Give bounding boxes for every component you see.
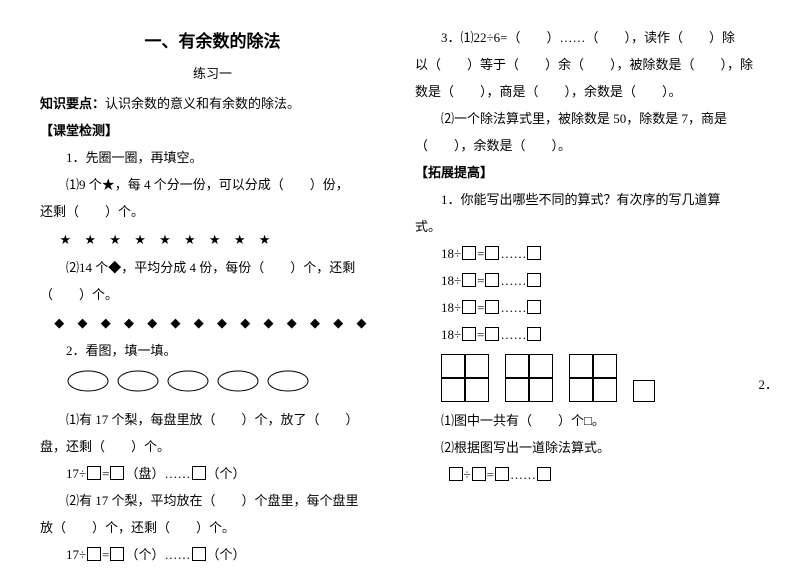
eq18b: = <box>477 246 484 261</box>
blank-box <box>527 327 541 341</box>
knowledge-line: 知识要点：认识余数的意义和有余数的除法。 <box>40 91 385 117</box>
q1-2b: （ ）个。 <box>40 282 385 308</box>
knowledge-text: 认识余数的意义和有余数的除法。 <box>105 96 300 111</box>
grid-2x2 <box>505 354 553 402</box>
grids-row <box>441 354 760 402</box>
q3: 3．⑴22÷6=（ ）……（ ），读作（ ）除 <box>415 25 760 51</box>
eq1: 17÷ = （盘）…… （个） <box>40 461 385 487</box>
grid-2x2 <box>569 354 617 402</box>
eqf: ÷ = …… <box>415 462 760 488</box>
q3c: 数是（ ），商是（ ），余数是（ ）。 <box>415 79 760 105</box>
e1: 1．你能写出哪些不同的算式？有次序的写几道算 <box>415 187 760 213</box>
blank-box <box>527 300 541 314</box>
q3b: 以（ ）等于（ ）余（ ），被除数是（ ），除 <box>415 52 760 78</box>
q3-2b: （ ），余数是（ ）。 <box>415 133 760 159</box>
q2-2: ⑵有 17 个梨，平均放在（ ）个盘里，每个盘里 <box>40 488 385 514</box>
eqfb: = <box>487 467 494 482</box>
ovals-row <box>66 368 385 403</box>
eqfa: ÷ <box>464 467 471 482</box>
eq2d: （个） <box>207 547 246 562</box>
blank-box <box>110 466 124 480</box>
eq1b: = <box>102 466 109 481</box>
eq18b: = <box>477 327 484 342</box>
eq18c: …… <box>500 300 526 315</box>
small-square <box>633 380 655 402</box>
eq18-3: 18÷ = …… <box>415 295 760 321</box>
eq18b: = <box>477 273 484 288</box>
knowledge-label: 知识要点： <box>40 96 105 111</box>
q2-2b: 放（ ）个，还剩（ ）个。 <box>40 515 385 541</box>
eq18a: 18÷ <box>441 300 461 315</box>
left-column: 一、有余数的除法 练习一 知识要点：认识余数的意义和有余数的除法。 【课堂检测】… <box>40 25 385 542</box>
blank-box <box>485 300 499 314</box>
blank-box <box>485 327 499 341</box>
blank-box <box>462 273 476 287</box>
right-column: 3．⑴22÷6=（ ）……（ ），读作（ ）除 以（ ）等于（ ）余（ ），被除… <box>415 25 760 542</box>
eq18c: …… <box>500 246 526 261</box>
eq18-4: 18÷ = …… <box>415 322 760 348</box>
eq1c: （盘）…… <box>125 466 190 481</box>
stars-row: ★ ★ ★ ★ ★ ★ ★ ★ ★ <box>60 227 386 253</box>
blank-box <box>472 467 486 481</box>
blank-box <box>87 466 101 480</box>
blank-box <box>462 246 476 260</box>
eq18b: = <box>477 300 484 315</box>
practice-subtitle: 练习一 <box>40 61 385 87</box>
blank-box <box>527 273 541 287</box>
blank-box <box>485 273 499 287</box>
q1-2: ⑵14 个◆，平均分成 4 份，每份（ ）个，还剩 <box>40 255 385 281</box>
eq18c: …… <box>500 273 526 288</box>
eq1a: 17÷ <box>66 466 86 481</box>
eq2b: = <box>102 547 109 562</box>
e2-1: ⑴图中一共有（ ）个□。 <box>415 408 760 434</box>
blank-box <box>462 327 476 341</box>
blank-box <box>462 300 476 314</box>
chapter-title: 一、有余数的除法 <box>40 25 385 59</box>
q2-1b: 盘，还剩（ ）个。 <box>40 434 385 460</box>
eq18a: 18÷ <box>441 273 461 288</box>
q2: 2．看图，填一填。 <box>40 338 385 364</box>
q2-1: ⑴有 17 个梨，每盘里放（ ）个，放了（ ） <box>40 407 385 433</box>
blank-box <box>527 246 541 260</box>
eq1d: （个） <box>207 466 246 481</box>
e1b: 式。 <box>415 214 760 240</box>
eq2c: （个）…… <box>125 547 190 562</box>
section-test: 【课堂检测】 <box>40 118 385 144</box>
eq2a: 17÷ <box>66 547 86 562</box>
diamonds-row: ◆ ◆ ◆ ◆ ◆ ◆ ◆ ◆ ◆ ◆ ◆ ◆ ◆ ◆ <box>54 310 385 336</box>
blank-box <box>192 547 206 561</box>
eq18a: 18÷ <box>441 246 461 261</box>
eq2: 17÷ = （个）…… （个） <box>40 542 385 568</box>
grids-wrap: 2． <box>415 354 760 402</box>
q1-1: ⑴9 个★，每 4 个分一份，可以分成（ ）份， <box>40 172 385 198</box>
blank-box <box>485 246 499 260</box>
blank-box <box>537 467 551 481</box>
blank-box <box>192 466 206 480</box>
e2-label: 2． <box>758 372 778 398</box>
grid-2x2 <box>441 354 489 402</box>
eqfc: …… <box>510 467 536 482</box>
blank-box <box>110 547 124 561</box>
blank-box <box>449 467 463 481</box>
blank-box <box>87 547 101 561</box>
q3-2: ⑵一个除法算式里，被除数是 50，除数是 7，商是 <box>415 106 760 132</box>
blank-box <box>495 467 509 481</box>
ovals-svg <box>66 368 326 394</box>
q1: 1．先圈一圈，再填空。 <box>40 145 385 171</box>
eq18a: 18÷ <box>441 327 461 342</box>
eq18-2: 18÷ = …… <box>415 268 760 294</box>
eq18-1: 18÷ = …… <box>415 241 760 267</box>
q1-1b: 还剩（ ）个。 <box>40 199 385 225</box>
eq18c: …… <box>500 327 526 342</box>
e2-2: ⑵根据图写出一道除法算式。 <box>415 435 760 461</box>
section-ext: 【拓展提高】 <box>415 160 760 186</box>
